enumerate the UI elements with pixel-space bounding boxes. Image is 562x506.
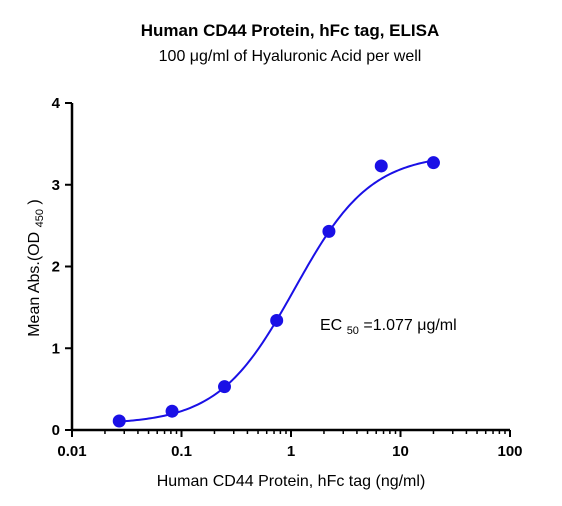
- ec50-sub: 50: [347, 325, 359, 337]
- y-tick-label: 4: [52, 95, 61, 112]
- chart-subtitle: 100 μg/ml of Hyaluronic Acid per well: [159, 48, 422, 65]
- y-axis-label-main: Mean Abs.(OD: [26, 232, 43, 337]
- data-point: [426, 156, 440, 170]
- x-tick-label: 1: [287, 443, 295, 460]
- plot-area: [112, 156, 440, 428]
- ec50-prefix: EC: [320, 317, 342, 334]
- x-tick-label: 100: [497, 443, 522, 460]
- x-tick-label: 0.01: [57, 443, 86, 460]
- data-points: [112, 156, 440, 428]
- x-axis-label: Human CD44 Protein, hFc tag (ng/ml): [157, 473, 426, 490]
- axes: 0.01 0.1 1 10 100 0 1 2 3 4: [52, 95, 523, 460]
- chart-title: Human CD44 Protein, hFc tag, ELISA: [141, 21, 440, 40]
- data-point: [165, 404, 179, 418]
- x-tick-label: 10: [392, 443, 409, 460]
- y-tick-label: 1: [52, 340, 60, 357]
- y-axis-label-sub: 450: [34, 209, 46, 227]
- data-point: [322, 224, 336, 238]
- y-tick-label: 3: [52, 177, 60, 194]
- y-ticks: 0 1 2 3 4: [52, 95, 72, 439]
- data-point: [374, 159, 388, 173]
- y-axis-label-close: ): [26, 199, 43, 204]
- ec50-suffix: =1.077 μg/ml: [363, 317, 456, 334]
- data-point: [218, 380, 232, 394]
- data-point: [270, 313, 284, 327]
- x-tick-label: 0.1: [171, 443, 192, 460]
- y-tick-label: 0: [52, 422, 60, 439]
- y-tick-label: 2: [52, 259, 60, 276]
- y-axis-label: Mean Abs.(OD 450 ): [26, 199, 47, 337]
- fit-curve: [119, 159, 434, 423]
- x-ticks: 0.01 0.1 1 10 100: [57, 430, 523, 460]
- ec50-annotation: EC 50 =1.077 μg/ml: [320, 317, 457, 338]
- data-point: [112, 414, 126, 428]
